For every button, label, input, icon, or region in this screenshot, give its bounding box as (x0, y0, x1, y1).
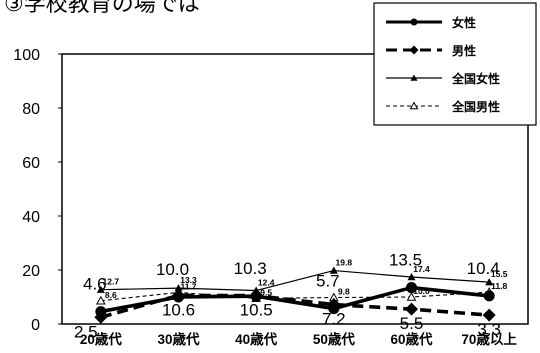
data-label: 9.8 (338, 287, 350, 297)
data-label: 13.5 (389, 251, 422, 270)
chart-title: ③学校教育の場では (4, 0, 200, 16)
data-label: 15.5 (491, 269, 508, 279)
data-label: 8.6 (105, 290, 117, 300)
legend-label: 女性 (452, 15, 476, 30)
data-point (95, 295, 106, 305)
y-tick-label: 0 (31, 317, 40, 334)
data-label: 19.8 (336, 258, 353, 268)
series-line (100, 269, 490, 292)
x-tick-label: 60歳代 (390, 331, 433, 347)
data-point (95, 306, 107, 318)
data-point (406, 282, 417, 294)
data-label: 10.5 (240, 301, 273, 320)
data-point (405, 302, 418, 316)
data-label: 10.3 (234, 259, 267, 278)
data-label: 10.4 (467, 259, 500, 278)
legend-label: 男性 (452, 43, 476, 58)
data-label: 2.5 (74, 322, 98, 341)
y-tick-label: 60 (22, 155, 40, 172)
legend-label: 全国女性 (451, 71, 500, 86)
series-line (100, 293, 490, 319)
data-point (482, 308, 496, 322)
data-point (407, 273, 416, 281)
legend-label: 全国男性 (451, 99, 500, 114)
x-tick-label: 20歳代 (80, 331, 123, 347)
y-tick-label: 20 (22, 263, 40, 280)
x-tick-label: 30歳代 (157, 331, 200, 347)
data-point (328, 303, 340, 315)
data-label: 3.3 (477, 320, 501, 339)
plot-frame (61, 53, 529, 325)
legend-marker (409, 101, 419, 110)
legend-marker (409, 45, 419, 55)
series-line (100, 291, 490, 302)
data-label: 11.7 (180, 281, 196, 291)
data-label: 9.5 (260, 287, 272, 297)
x-tick-label: 50歳代 (313, 331, 356, 347)
data-point (483, 290, 495, 302)
legend-marker (410, 18, 418, 26)
data-label: 10.0 (413, 286, 430, 296)
data-point (96, 285, 105, 293)
data-point (485, 278, 494, 286)
data-label: 11.8 (491, 281, 507, 291)
x-tick-label: 40歳代 (235, 331, 278, 347)
data-label: 5.5 (400, 314, 424, 333)
y-tick-label: 80 (22, 101, 40, 118)
data-label: 10.0 (156, 260, 189, 279)
data-point (406, 291, 417, 301)
legend-marker (410, 74, 418, 81)
data-label: 7.2 (322, 310, 346, 329)
series-line (100, 285, 490, 314)
data-label: 13.3 (180, 275, 197, 285)
data-label: 10.6 (162, 300, 195, 319)
data-point (250, 290, 262, 302)
y-tick-label: 100 (13, 47, 40, 64)
data-label: 5.7 (316, 272, 340, 291)
data-label: 12.7 (103, 277, 120, 287)
data-point (329, 266, 338, 274)
y-tick-label: 40 (22, 209, 40, 226)
data-point (173, 291, 184, 303)
data-label: 4.6 (83, 275, 107, 294)
data-label: 17.4 (413, 264, 430, 274)
data-label: 12.4 (258, 278, 275, 288)
x-tick-label: 70歳以上 (461, 331, 517, 347)
